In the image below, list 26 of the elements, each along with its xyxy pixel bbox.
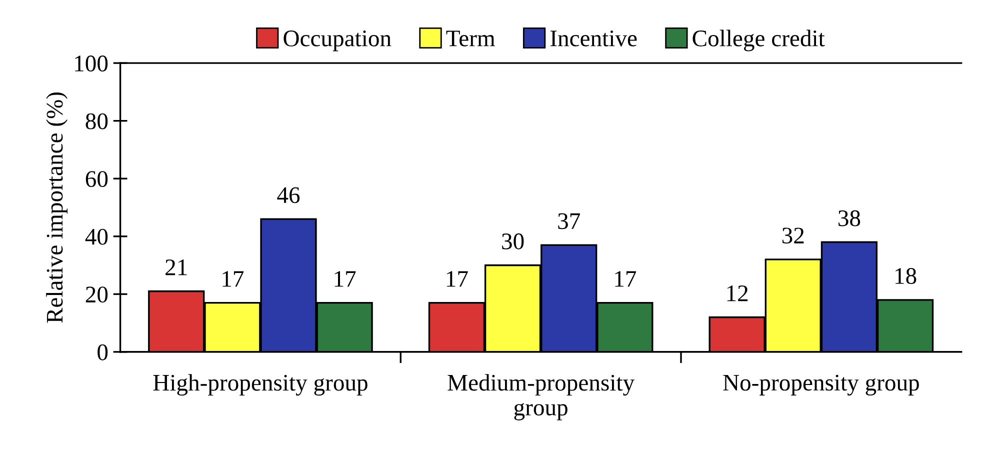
y-tick-label: 20 [86,286,108,303]
legend-label: Occupation [284,30,392,52]
data-label: 21 [166,259,187,276]
data-label: 17 [615,271,636,287]
data-label: 30 [502,233,524,250]
data-label: 17 [334,271,356,287]
y-tick-label: 0 [98,344,108,360]
data-label: 18 [896,268,916,284]
y-tick-label: 80 [86,113,108,130]
x-tick-label: No-propensity group [723,374,919,396]
data-label: 38 [838,210,860,226]
y-axis-title: Relative importance (%) [46,92,68,323]
data-label: 32 [782,228,804,244]
legend-label: Incentive [550,30,637,46]
y-tick-label: 60 [86,171,108,188]
y-tick-label: 100 [75,56,108,72]
y-tick-label: 40 [85,228,108,245]
data-label: 12 [727,285,748,302]
data-label: 37 [558,213,580,230]
x-tick-label: Medium-propensity group [448,374,635,420]
legend-label: College credit [692,30,825,52]
data-label: 46 [277,187,300,204]
legend-label: Term [446,30,495,46]
x-tick-label: High-propensity group [153,374,368,396]
data-label: 17 [222,271,244,287]
data-label: 17 [446,271,468,287]
